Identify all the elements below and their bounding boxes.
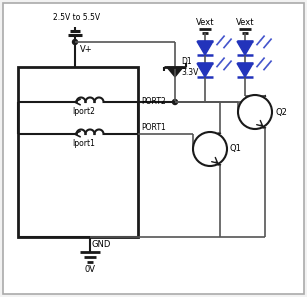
Circle shape (72, 40, 77, 45)
Text: V+: V+ (80, 45, 93, 54)
Text: Q2: Q2 (275, 108, 287, 116)
Text: D1
3.3V: D1 3.3V (181, 57, 198, 77)
Text: Iport1: Iport1 (72, 139, 95, 148)
Polygon shape (237, 63, 253, 77)
Circle shape (193, 132, 227, 166)
Text: GND: GND (92, 240, 111, 249)
Circle shape (173, 99, 177, 105)
Polygon shape (167, 67, 183, 77)
Text: Vext: Vext (236, 18, 254, 27)
Polygon shape (197, 41, 213, 55)
FancyBboxPatch shape (3, 3, 304, 294)
Bar (18, 67, 138, 237)
Text: 2.5V to 5.5V: 2.5V to 5.5V (53, 13, 101, 22)
Polygon shape (197, 63, 213, 77)
Circle shape (238, 95, 272, 129)
Polygon shape (237, 41, 253, 55)
Text: Q1: Q1 (230, 145, 242, 154)
Text: PORT1: PORT1 (141, 124, 166, 132)
Text: Vext: Vext (196, 18, 214, 27)
Text: 0V: 0V (84, 265, 95, 274)
Text: PORT2: PORT2 (141, 97, 166, 107)
Text: Iport2: Iport2 (72, 107, 95, 116)
